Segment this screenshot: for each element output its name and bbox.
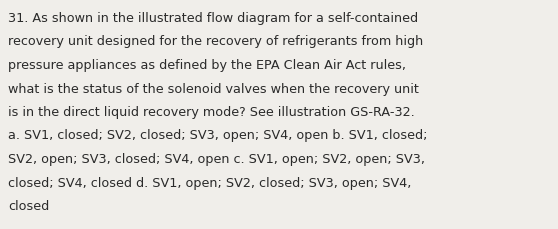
- Text: closed; SV4, closed d. SV1, open; SV2, closed; SV3, open; SV4,: closed; SV4, closed d. SV1, open; SV2, c…: [8, 176, 411, 189]
- Text: a. SV1, closed; SV2, closed; SV3, open; SV4, open b. SV1, closed;: a. SV1, closed; SV2, closed; SV3, open; …: [8, 129, 427, 142]
- Text: pressure appliances as defined by the EPA Clean Air Act rules,: pressure appliances as defined by the EP…: [8, 59, 406, 72]
- Text: SV2, open; SV3, closed; SV4, open c. SV1, open; SV2, open; SV3,: SV2, open; SV3, closed; SV4, open c. SV1…: [8, 152, 425, 165]
- Text: recovery unit designed for the recovery of refrigerants from high: recovery unit designed for the recovery …: [8, 35, 424, 48]
- Text: is in the direct liquid recovery mode? See illustration GS-RA-32.: is in the direct liquid recovery mode? S…: [8, 106, 415, 118]
- Text: what is the status of the solenoid valves when the recovery unit: what is the status of the solenoid valve…: [8, 82, 419, 95]
- Text: closed: closed: [8, 199, 49, 212]
- Text: 31. As shown in the illustrated flow diagram for a self-contained: 31. As shown in the illustrated flow dia…: [8, 12, 418, 25]
